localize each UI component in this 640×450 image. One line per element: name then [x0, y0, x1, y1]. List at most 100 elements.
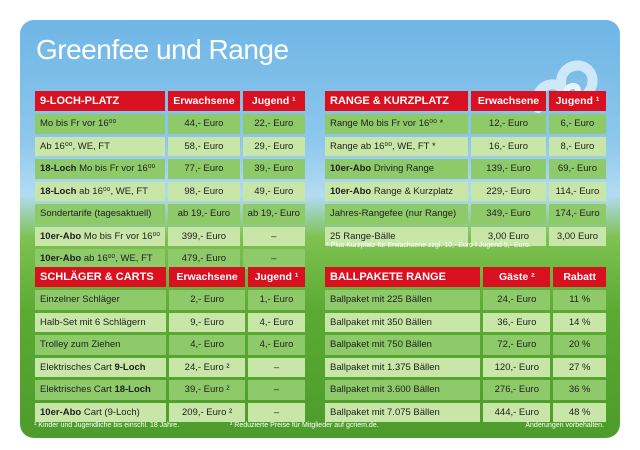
table-row: 25 Range-Bälle 3,00 Euro 3,00 Euro — [325, 226, 606, 246]
footnote-changes: Änderungen vorbehalten. — [525, 422, 604, 429]
table-row: Ballpaket mit 7.075 Bällen 444,- Euro 48… — [325, 402, 606, 422]
price-adult: 4,- Euro — [169, 335, 245, 355]
table-schlaeger-carts: SCHLÄGER & CARTS Erwachsene Jugend ¹ Ein… — [32, 264, 308, 425]
header-9-loch: 9-LOCH-PLATZ — [35, 91, 166, 111]
header-rabatt: Rabatt — [553, 267, 606, 287]
price-adult: 16,- Euro — [471, 136, 546, 156]
price-youth: – — [247, 357, 305, 377]
table-row: 10er-Abo Mo bis Fr vor 16⁰⁰ 399,- Euro – — [35, 226, 305, 246]
price-adult: 58,- Euro — [168, 136, 240, 156]
price-adult: 98,- Euro — [168, 181, 240, 201]
price-adult: 2,- Euro — [169, 290, 245, 310]
price-adult: 44,- Euro — [168, 114, 240, 134]
price-card: Greenfee und Range 9-LOCH-PLATZ Erwachse… — [20, 20, 620, 438]
footnote-youth: ¹ Kinder und Jugendliche bis einschl. 18… — [34, 422, 180, 429]
row-label: Ballpaket mit 1.375 Bällen — [325, 357, 481, 377]
row-label: Range Mo bis Fr vor 16⁰⁰ * — [325, 114, 469, 134]
price-youth: 49,- Euro — [242, 181, 305, 201]
table-row: Halb-Set mit 6 Schlägern 9,- Euro 4,- Eu… — [35, 312, 305, 332]
price-adult: 139,- Euro — [471, 159, 546, 179]
row-label: Halb-Set mit 6 Schlägern — [35, 312, 167, 332]
header-range: RANGE & KURZPLATZ — [325, 91, 469, 111]
table-range-kurzplatz: RANGE & KURZPLATZ Erwachsene Jugend ¹ Ra… — [322, 88, 609, 249]
discount: 14 % — [553, 312, 606, 332]
price-youth: 3,00 Euro — [548, 226, 606, 246]
price-guest: 444,- Euro — [483, 402, 551, 422]
row-label: 10er-Abo Driving Range — [325, 159, 469, 179]
row-label: 18-Loch ab 16⁰⁰, WE, FT — [35, 181, 166, 201]
header-jugend: Jugend ¹ — [548, 91, 606, 111]
table-row: Range ab 16⁰⁰, WE, FT * 16,- Euro 8,- Eu… — [325, 136, 606, 156]
table-row: Ballpaket mit 1.375 Bällen 120,- Euro 27… — [325, 357, 606, 377]
table-ballpakete-range: BALLPAKETE RANGE Gäste ² Rabatt Ballpake… — [322, 264, 609, 425]
row-label: Ballpaket mit 350 Bällen — [325, 312, 481, 332]
price-youth: 114,- Euro — [548, 181, 606, 201]
header-erwachsene: Erwachsene — [168, 91, 240, 111]
row-label: Ab 16⁰⁰, WE, FT — [35, 136, 166, 156]
table-row: 10er-Abo Driving Range 139,- Euro 69,- E… — [325, 159, 606, 179]
table-row: Sondertarife (tagesaktuell) ab 19,- Euro… — [35, 204, 305, 224]
price-adult: 24,- Euro ² — [169, 357, 245, 377]
price-adult: 12,- Euro — [471, 114, 546, 134]
price-guest: 276,- Euro — [483, 380, 551, 400]
row-label: Ballpaket mit 7.075 Bällen — [325, 402, 481, 422]
header-erwachsene: Erwachsene — [169, 267, 245, 287]
price-adult: 399,- Euro — [168, 226, 240, 246]
price-adult: 229,- Euro — [471, 181, 546, 201]
price-guest: 36,- Euro — [483, 312, 551, 332]
table-row: 10er-Abo Range & Kurzplatz 229,- Euro 11… — [325, 181, 606, 201]
discount: 27 % — [553, 357, 606, 377]
table-row: Ballpaket mit 3.600 Bällen 276,- Euro 36… — [325, 380, 606, 400]
price-guest: 120,- Euro — [483, 357, 551, 377]
row-label: Elektrisches Cart 9-Loch — [35, 357, 167, 377]
table-row: 18-Loch ab 16⁰⁰, WE, FT 98,- Euro 49,- E… — [35, 181, 305, 201]
discount: 11 % — [553, 290, 606, 310]
price-adult: 349,- Euro — [471, 204, 546, 224]
price-adult: 39,- Euro ² — [169, 380, 245, 400]
table-row: Ballpaket mit 350 Bällen 36,- Euro 14 % — [325, 312, 606, 332]
table-row: Range Mo bis Fr vor 16⁰⁰ * 12,- Euro 6,-… — [325, 114, 606, 134]
table-row: Ab 16⁰⁰, WE, FT 58,- Euro 29,- Euro — [35, 136, 305, 156]
row-label: Ballpaket mit 3.600 Bällen — [325, 380, 481, 400]
discount: 36 % — [553, 380, 606, 400]
table-row: Trolley zum Ziehen 4,- Euro 4,- Euro — [35, 335, 305, 355]
price-youth: 4,- Euro — [247, 335, 305, 355]
range-footnote: * Plus Kurzplatz für Erwachsene zzgl. 10… — [326, 242, 531, 249]
price-youth: 22,- Euro — [242, 114, 305, 134]
price-youth: 39,- Euro — [242, 159, 305, 179]
row-label: 10er-Abo Range & Kurzplatz — [325, 181, 469, 201]
row-label: Sondertarife (tagesaktuell) — [35, 204, 166, 224]
row-label: Ballpaket mit 225 Bällen — [325, 290, 481, 310]
table-row: Ballpaket mit 750 Bällen 72,- Euro 20 % — [325, 335, 606, 355]
header-gaeste: Gäste ² — [483, 267, 551, 287]
header-ballpakete: BALLPAKETE RANGE — [325, 267, 481, 287]
price-youth: – — [242, 226, 305, 246]
table-row: Einzelner Schläger 2,- Euro 1,- Euro — [35, 290, 305, 310]
row-label: 10er-Abo Cart (9-Loch) — [35, 402, 167, 422]
price-youth: 6,- Euro — [548, 114, 606, 134]
price-youth: ab 19,- Euro — [242, 204, 305, 224]
table-row: Elektrisches Cart 9-Loch 24,- Euro ² – — [35, 357, 305, 377]
price-guest: 72,- Euro — [483, 335, 551, 355]
table-row: Ballpaket mit 225 Bällen 24,- Euro 11 % — [325, 290, 606, 310]
row-label: 18-Loch Mo bis Fr vor 16⁰⁰ — [35, 159, 166, 179]
table-row: 18-Loch Mo bis Fr vor 16⁰⁰ 77,- Euro 39,… — [35, 159, 305, 179]
price-adult: 9,- Euro — [169, 312, 245, 332]
price-youth: – — [242, 249, 305, 269]
row-label: Jahres-Rangefee (nur Range) — [325, 204, 469, 224]
price-youth: 8,- Euro — [548, 136, 606, 156]
row-label: Elektrisches Cart 18-Loch — [35, 380, 167, 400]
row-label: 25 Range-Bälle — [325, 226, 469, 246]
discount: 20 % — [553, 335, 606, 355]
header-erwachsene: Erwachsene — [471, 91, 546, 111]
price-youth: – — [247, 402, 305, 422]
row-label: Mo bis Fr vor 16⁰⁰ — [35, 114, 166, 134]
price-youth: 29,- Euro — [242, 136, 305, 156]
page-title: Greenfee und Range — [36, 34, 289, 65]
row-label: 10er-Abo Mo bis Fr vor 16⁰⁰ — [35, 226, 166, 246]
price-adult: 479,- Euro — [168, 249, 240, 269]
header-schlaeger: SCHLÄGER & CARTS — [35, 267, 167, 287]
price-adult: 3,00 Euro — [471, 226, 546, 246]
price-youth: 174,- Euro — [548, 204, 606, 224]
header-jugend: Jugend ¹ — [247, 267, 305, 287]
